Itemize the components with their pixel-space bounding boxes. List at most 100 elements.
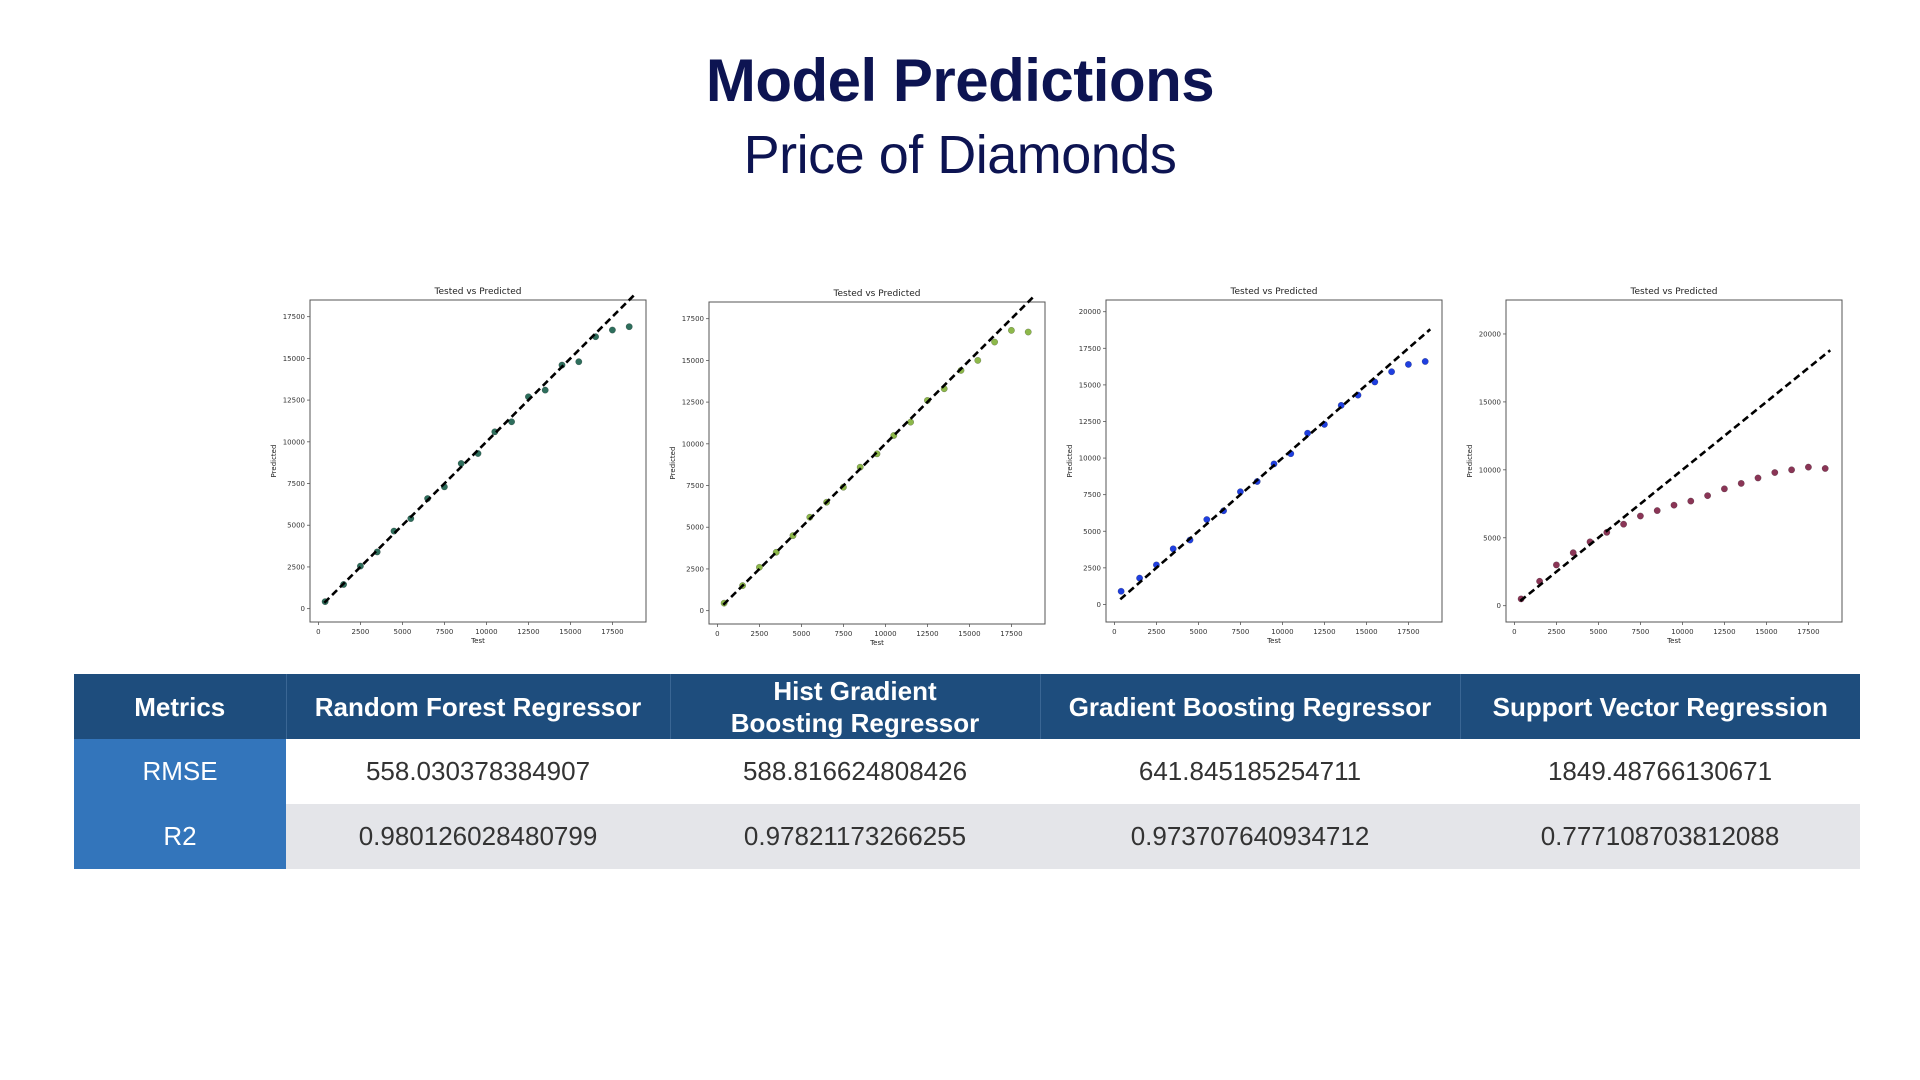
data-point	[541, 386, 549, 394]
table-cell: 588.816624808426	[670, 739, 1040, 804]
scatter-plot-support-vector: Tested vs Predicted 0 2500 5000 7500 10000 125…	[1454, 280, 1850, 648]
x-tick-label: 17500	[1797, 628, 1819, 636]
data-point	[1687, 497, 1695, 505]
data-point	[1388, 368, 1396, 376]
data-point	[1636, 512, 1644, 520]
metrics-table: Metrics Random Forest Regressor Hist Gra…	[74, 674, 1860, 869]
y-tick-label: 0	[301, 605, 305, 613]
x-tick-label: 0	[316, 628, 320, 636]
chart-svg: Tested vs Predicted 0 2500 5000 7500 10000 125…	[1466, 287, 1843, 645]
data-point	[1653, 507, 1661, 515]
reference-line	[323, 294, 636, 604]
chart-title: Tested vs Predicted	[1230, 287, 1318, 297]
y-tick-label: 20000	[1079, 308, 1101, 316]
y-axis-label: Predicted	[669, 447, 677, 480]
chart-svg: Tested vs Predicted 0 2500 5000 7500 10000 125…	[669, 289, 1046, 647]
table-cell: 0.777108703812088	[1460, 804, 1860, 869]
x-axis-label: Test	[1666, 637, 1681, 645]
table-cell: 641.845185254711	[1040, 739, 1460, 804]
data-point	[1024, 328, 1032, 336]
x-tick-label: 15000	[559, 628, 581, 636]
x-tick-label: 0	[1512, 628, 1516, 636]
y-tick-label: 10000	[682, 440, 704, 448]
y-axis-label: Predicted	[1066, 445, 1074, 478]
column-header: Random Forest Regressor	[286, 674, 671, 739]
x-tick-label: 5000	[792, 630, 810, 638]
data-point	[1704, 492, 1712, 500]
x-tick-label: 10000	[1671, 628, 1693, 636]
data-point	[1720, 485, 1728, 493]
column-header: Metrics	[74, 674, 287, 739]
y-tick-label: 17500	[682, 315, 704, 323]
y-tick-label: 17500	[1079, 345, 1101, 353]
reference-line	[1519, 349, 1832, 602]
scatter-plot-random-forest: Tested vs Predicted 0 2500 5000 7500 10000 125…	[258, 280, 654, 648]
table-cell: 0.980126028480799	[286, 804, 670, 869]
table-cell: 0.973707640934712	[1040, 804, 1460, 869]
data-point	[1552, 561, 1560, 569]
y-tick-label: 12500	[1079, 418, 1101, 426]
y-tick-label: 12500	[682, 399, 704, 407]
y-tick-label: 0	[1097, 601, 1101, 609]
x-axis-label: Test	[470, 637, 485, 645]
x-tick-label: 17500	[1000, 630, 1022, 638]
y-axis-label: Predicted	[1466, 445, 1474, 478]
row-header-cell: R2	[74, 804, 286, 869]
x-tick-label: 10000	[1271, 628, 1293, 636]
table-cell: 0.97821173266255	[670, 804, 1040, 869]
x-tick-label: 15000	[1755, 628, 1777, 636]
x-tick-label: 12500	[916, 630, 938, 638]
chart-svg: Tested vs Predicted 0 2500 5000 7500 10000 125…	[270, 287, 647, 645]
y-tick-label: 15000	[283, 355, 305, 363]
data-point	[1117, 587, 1125, 595]
y-tick-label: 2500	[686, 565, 704, 573]
data-point	[575, 358, 583, 366]
data-point	[1737, 479, 1745, 487]
column-header: Hist Gradient Boosting Regressor	[670, 674, 1041, 739]
y-tick-label: 17500	[283, 313, 305, 321]
page-subtitle: Price of Diamonds	[743, 125, 1177, 185]
data-point	[1754, 474, 1762, 482]
plot-frame	[309, 299, 647, 623]
y-tick-label: 5000	[287, 522, 305, 530]
y-tick-label: 10000	[283, 438, 305, 446]
chart-svg: Tested vs Predicted 0 2500 5000 7500 10000 125…	[1066, 287, 1443, 645]
data-point	[1421, 358, 1429, 365]
chart-title: Tested vs Predicted	[833, 289, 921, 299]
page-title: Model Predictions	[705, 47, 1215, 114]
y-tick-label: 7500	[1083, 491, 1101, 499]
data-point	[1804, 463, 1812, 471]
y-tick-label: 5000	[1083, 528, 1101, 536]
x-tick-label: 7500	[435, 628, 453, 636]
x-tick-label: 15000	[958, 630, 980, 638]
x-tick-label: 5000	[393, 628, 411, 636]
x-tick-label: 2500	[1547, 628, 1565, 636]
y-tick-label: 2500	[1083, 564, 1101, 572]
x-tick-label: 5000	[1189, 628, 1207, 636]
y-tick-label: 12500	[283, 397, 305, 405]
data-point	[907, 418, 915, 426]
y-tick-label: 15000	[682, 357, 704, 365]
data-point	[1620, 520, 1628, 528]
x-tick-label: 15000	[1355, 628, 1377, 636]
table-cell: 558.030378384907	[286, 739, 670, 804]
data-point	[1169, 545, 1177, 553]
data-point	[1788, 466, 1796, 474]
column-header: Support Vector Regression	[1460, 674, 1860, 739]
data-point	[1569, 549, 1577, 557]
reference-line	[722, 296, 1035, 606]
x-tick-label: 17500	[1397, 628, 1419, 636]
y-tick-label: 0	[1497, 602, 1501, 610]
data-point	[1007, 326, 1015, 334]
table-row: R2 0.980126028480799 0.97821173266255 0.…	[74, 804, 1860, 869]
x-tick-label: 2500	[1147, 628, 1165, 636]
x-tick-label: 7500	[1631, 628, 1649, 636]
data-point	[508, 418, 516, 426]
table-cell: 1849.48766130671	[1460, 739, 1860, 804]
x-tick-label: 7500	[834, 630, 852, 638]
data-point	[1771, 469, 1779, 476]
chart-title: Tested vs Predicted	[1630, 287, 1718, 297]
x-tick-label: 5000	[1589, 628, 1607, 636]
scatter-plot-gradient-boosting: Tested vs Predicted 0 2500 5000 7500 10000 125…	[1054, 280, 1450, 648]
data-points	[1517, 463, 1829, 603]
